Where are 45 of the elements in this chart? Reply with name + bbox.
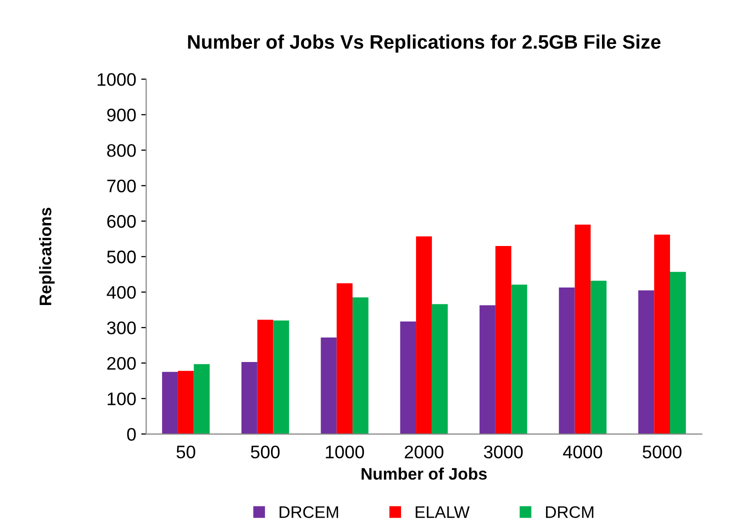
bar xyxy=(654,234,670,434)
y-tick-label: 900 xyxy=(107,108,136,122)
bar xyxy=(638,290,654,434)
bar xyxy=(194,364,210,434)
bar xyxy=(162,372,178,434)
bar xyxy=(320,338,337,434)
bar xyxy=(400,322,416,434)
legend-label: DRCM xyxy=(546,506,594,518)
x-tick-label: 500 xyxy=(250,446,280,458)
y-tick-label: 300 xyxy=(107,322,136,334)
bar xyxy=(352,297,368,434)
bar xyxy=(574,224,591,434)
y-tick-label: 1000 xyxy=(98,73,136,86)
bar xyxy=(511,284,528,434)
bar xyxy=(273,320,290,434)
bar xyxy=(241,362,258,434)
y-tick-label: 400 xyxy=(106,286,136,299)
x-tick-label: 50 xyxy=(176,446,196,458)
y-tick-label: 700 xyxy=(107,180,136,192)
bar xyxy=(257,320,274,434)
bar xyxy=(336,283,353,434)
x-tick-label: 4000 xyxy=(563,446,602,458)
x-tick-label: 3000 xyxy=(484,446,523,458)
y-axis-title: Replications xyxy=(39,208,55,306)
y-tick-label: 200 xyxy=(107,356,136,370)
legend-label: DRCEM xyxy=(280,506,338,518)
chart-title: Number of Jobs Vs Replications for 2.5GB File Size xyxy=(188,34,660,53)
y-tick-label: 100 xyxy=(108,392,136,406)
x-axis-title: Number of Jobs xyxy=(362,468,487,480)
y-tick-label: 600 xyxy=(107,215,136,228)
bar xyxy=(670,272,686,434)
legend-label: ELALW xyxy=(416,506,470,518)
bar xyxy=(590,280,607,434)
x-tick-label: 2000 xyxy=(404,446,444,458)
y-tick-label: 0 xyxy=(127,428,136,441)
y-tick-label: 500 xyxy=(107,250,136,264)
x-tick-label: 1000 xyxy=(326,446,364,458)
bar xyxy=(178,370,194,434)
x-tick-label: 5000 xyxy=(642,446,682,458)
bar xyxy=(495,246,512,434)
bar xyxy=(480,305,496,434)
bar xyxy=(416,236,432,434)
bar xyxy=(558,287,575,434)
bar xyxy=(432,304,448,434)
y-tick-label: 800 xyxy=(107,144,136,157)
